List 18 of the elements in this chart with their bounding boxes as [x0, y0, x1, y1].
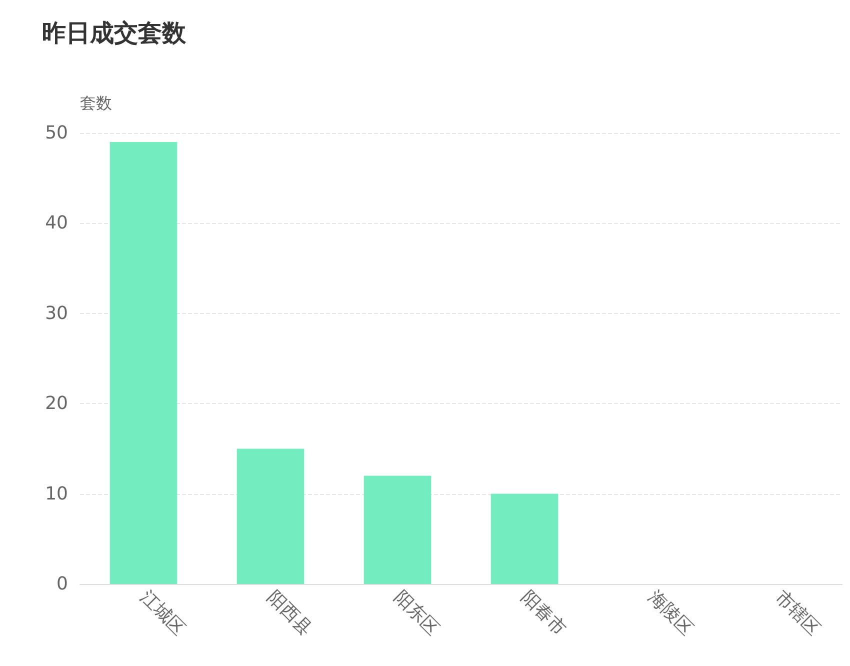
bar: [236, 448, 304, 584]
bar: [364, 476, 432, 584]
y-tick-label: 0: [56, 574, 68, 594]
y-axis-title: 套数: [80, 94, 112, 112]
y-tick-label: 30: [45, 302, 68, 324]
y-tick-label: 50: [45, 122, 68, 144]
bar: [110, 142, 178, 584]
y-tick-label: 40: [45, 212, 68, 234]
y-tick-label: 10: [45, 483, 68, 504]
x-tick-label: 江城区: [136, 586, 190, 640]
chart-title: 昨日成交套数: [42, 19, 187, 47]
x-tick-label: 市辖区: [771, 586, 824, 640]
x-tick-label: 阳东区: [390, 586, 444, 640]
x-tick-label: 海陵区: [644, 586, 698, 640]
x-tick-label: 阳西县: [263, 586, 316, 640]
bar: [490, 494, 558, 584]
x-tick-label: 阳春市: [517, 586, 570, 640]
y-tick-label: 20: [45, 393, 68, 414]
